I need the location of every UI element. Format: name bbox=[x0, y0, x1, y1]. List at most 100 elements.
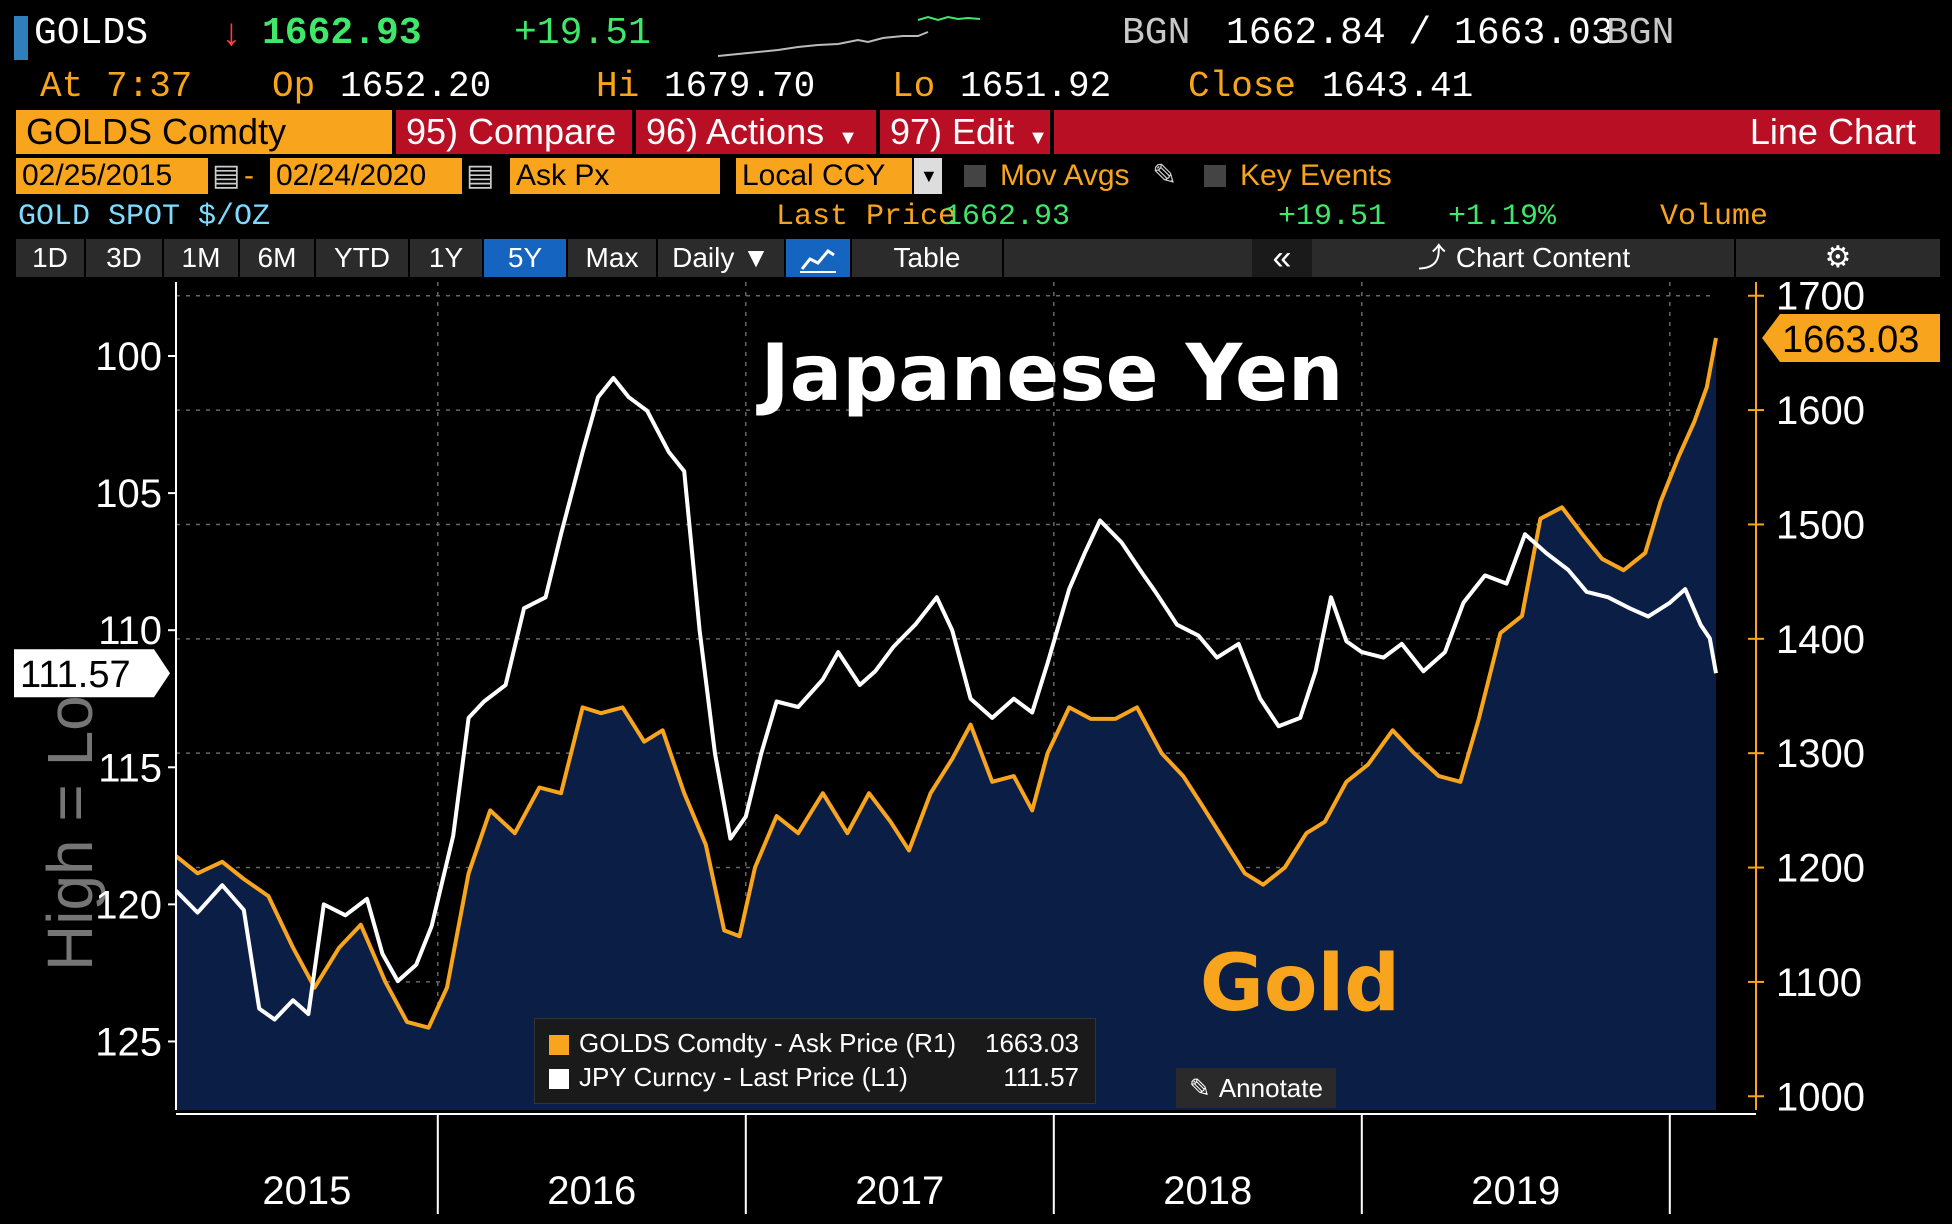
x-tick-label: 2016 bbox=[547, 1169, 636, 1213]
chart-legend: GOLDS Comdty - Ask Price (R1) 1663.03 JP… bbox=[534, 1018, 1096, 1104]
legend-value-jpy: 111.57 bbox=[1003, 1062, 1079, 1092]
right-last-value: 1663.03 bbox=[1782, 319, 1919, 361]
actions-button[interactable]: 96) Actions ▼ bbox=[636, 110, 876, 154]
mov-avgs-checkbox[interactable] bbox=[964, 165, 986, 187]
right-tick-label: 1000 bbox=[1776, 1075, 1865, 1119]
left-tick-label: 100 bbox=[95, 335, 162, 379]
annotate-icon: ✎ bbox=[1189, 1073, 1211, 1103]
left-tick-label: 110 bbox=[98, 609, 162, 653]
end-calendar-icon[interactable]: ▤ bbox=[466, 159, 495, 192]
info-last-price: 1662.93 bbox=[944, 200, 1071, 234]
pencil-icon[interactable]: ✎ bbox=[1152, 159, 1178, 192]
edit-dropdown-icon: ▼ bbox=[1028, 127, 1048, 149]
gold-area-fill bbox=[176, 338, 1716, 1110]
sparkline-icon bbox=[718, 15, 981, 57]
tab-1y[interactable]: 1Y bbox=[410, 239, 484, 277]
x-tick-label: 2018 bbox=[1163, 1169, 1252, 1213]
gold-annotation: Gold bbox=[1200, 939, 1400, 1029]
left-tick-label: 120 bbox=[95, 883, 162, 927]
last-price-label: Last Price bbox=[776, 200, 957, 234]
actions-label: 96) Actions bbox=[646, 111, 825, 152]
end-date-field[interactable]: 02/24/2020 bbox=[270, 158, 462, 194]
legend-swatch-jpy bbox=[549, 1069, 569, 1089]
tab-3d[interactable]: 3D bbox=[86, 239, 164, 277]
right-tick-label: 1100 bbox=[1776, 961, 1862, 1005]
tab-max[interactable]: Max bbox=[568, 239, 658, 277]
right-tick-label: 1500 bbox=[1776, 503, 1865, 547]
left-tick-label: 125 bbox=[95, 1020, 162, 1064]
tab-6m[interactable]: 6M bbox=[240, 239, 316, 277]
last-price: 1662.93 bbox=[262, 12, 422, 55]
table-tab[interactable]: Table bbox=[852, 239, 1004, 277]
right-tick-label: 1200 bbox=[1776, 847, 1865, 891]
date-separator: - bbox=[244, 159, 254, 192]
collapse-icon[interactable]: « bbox=[1252, 239, 1312, 277]
legend-item-jpy: JPY Curncy - Last Price (L1) bbox=[549, 1061, 908, 1093]
chart-type-label[interactable]: Line Chart bbox=[1054, 110, 1940, 154]
start-calendar-icon[interactable]: ▤ bbox=[212, 159, 241, 192]
open-label: Op bbox=[272, 66, 316, 107]
chart-axes: 100 105 110 115 120 125 111.57 1000 1100 1200 1300… bbox=[14, 278, 1940, 1214]
chart-content-button[interactable]: ⤴ Chart Content bbox=[1314, 239, 1736, 277]
currency-select[interactable]: Local CCY bbox=[736, 158, 912, 194]
compare-button[interactable]: 95) Compare bbox=[396, 110, 632, 154]
key-events-label: Key Events bbox=[1240, 159, 1392, 192]
right-tick-label: 1400 bbox=[1776, 618, 1865, 662]
x-tick-label: 2019 bbox=[1471, 1169, 1560, 1213]
net-change: +19.51 bbox=[514, 12, 651, 55]
annotate-button[interactable]: ✎ Annotate bbox=[1176, 1068, 1336, 1108]
tab-ytd[interactable]: YTD bbox=[316, 239, 410, 277]
x-tick-label: 2015 bbox=[262, 1169, 351, 1213]
start-date-field[interactable]: 02/25/2015 bbox=[16, 158, 208, 194]
yen-annotation: Japanese Yen bbox=[756, 329, 1344, 419]
key-events-checkbox[interactable] bbox=[1204, 165, 1226, 187]
price-field-select[interactable]: Ask Px bbox=[510, 158, 720, 194]
edit-label: 97) Edit bbox=[890, 111, 1015, 152]
left-last-value-box bbox=[14, 649, 170, 698]
ticker-symbol: GOLDS bbox=[34, 12, 149, 55]
close-value: 1643.41 bbox=[1322, 66, 1474, 107]
legend-item-gold: GOLDS Comdty - Ask Price (R1) bbox=[549, 1027, 956, 1059]
info-change-pct: +1.19% bbox=[1448, 200, 1557, 234]
legend-value-gold: 1663.03 bbox=[985, 1028, 1079, 1058]
chart-content-label: Chart Content bbox=[1455, 242, 1631, 273]
tab-5y[interactable]: 5Y bbox=[484, 239, 568, 277]
mov-avgs-label: Mov Avgs bbox=[1000, 159, 1130, 192]
tab-1m[interactable]: 1M bbox=[164, 239, 240, 277]
at-time: 7:37 bbox=[106, 66, 193, 107]
currency-dropdown-icon[interactable]: ▼ bbox=[914, 158, 942, 194]
actions-dropdown-icon: ▼ bbox=[838, 127, 858, 149]
open-value: 1652.20 bbox=[340, 66, 492, 107]
close-label: Close bbox=[1188, 66, 1297, 107]
low-value: 1651.92 bbox=[960, 66, 1112, 107]
toolbar: GOLDS Comdty 95) Compare 96) Actions ▼ 97… bbox=[16, 110, 1940, 154]
low-label: Lo bbox=[892, 66, 936, 107]
period-tabs: 1D 3D 1M 6M YTD 1Y 5Y Max Daily ▼ Table … bbox=[16, 239, 1940, 277]
annotate-label: Annotate bbox=[1218, 1073, 1323, 1103]
left-tick-label: 115 bbox=[98, 746, 162, 790]
right-last-value-box bbox=[1762, 314, 1940, 363]
tab-1d[interactable]: 1D bbox=[16, 239, 86, 277]
right-tick-label: 1700 bbox=[1776, 278, 1865, 319]
price-direction-arrow-icon: ↓ bbox=[222, 12, 241, 54]
security-name: GOLD SPOT $/OZ bbox=[18, 200, 271, 234]
edit-button[interactable]: 97) Edit ▼ bbox=[880, 110, 1050, 154]
right-tick-label: 1300 bbox=[1776, 732, 1865, 776]
line-chart-icon[interactable] bbox=[786, 239, 852, 277]
security-field[interactable]: GOLDS Comdty bbox=[16, 110, 392, 154]
gear-icon[interactable]: ⚙ bbox=[1824, 241, 1852, 274]
at-label: At bbox=[40, 66, 84, 107]
legend-name-gold: GOLDS Comdty - Ask Price (R1) bbox=[579, 1028, 957, 1058]
ticker-marker bbox=[14, 16, 28, 60]
bid-ask: 1662.84 / 1663.03 bbox=[1226, 12, 1614, 55]
chart-content-icon: ⤴ bbox=[1417, 242, 1446, 273]
right-tick-label: 1600 bbox=[1776, 389, 1865, 433]
info-change: +19.51 bbox=[1278, 200, 1387, 234]
left-axis-label: High = Low bbox=[34, 648, 106, 971]
source-bid: BGN bbox=[1122, 12, 1191, 55]
source-ask: BGN bbox=[1606, 12, 1675, 55]
chart-type-text: Line Chart bbox=[1749, 111, 1916, 152]
legend-swatch-gold bbox=[549, 1035, 569, 1055]
tab-daily[interactable]: Daily ▼ bbox=[658, 239, 786, 277]
high-value: 1679.70 bbox=[664, 66, 816, 107]
